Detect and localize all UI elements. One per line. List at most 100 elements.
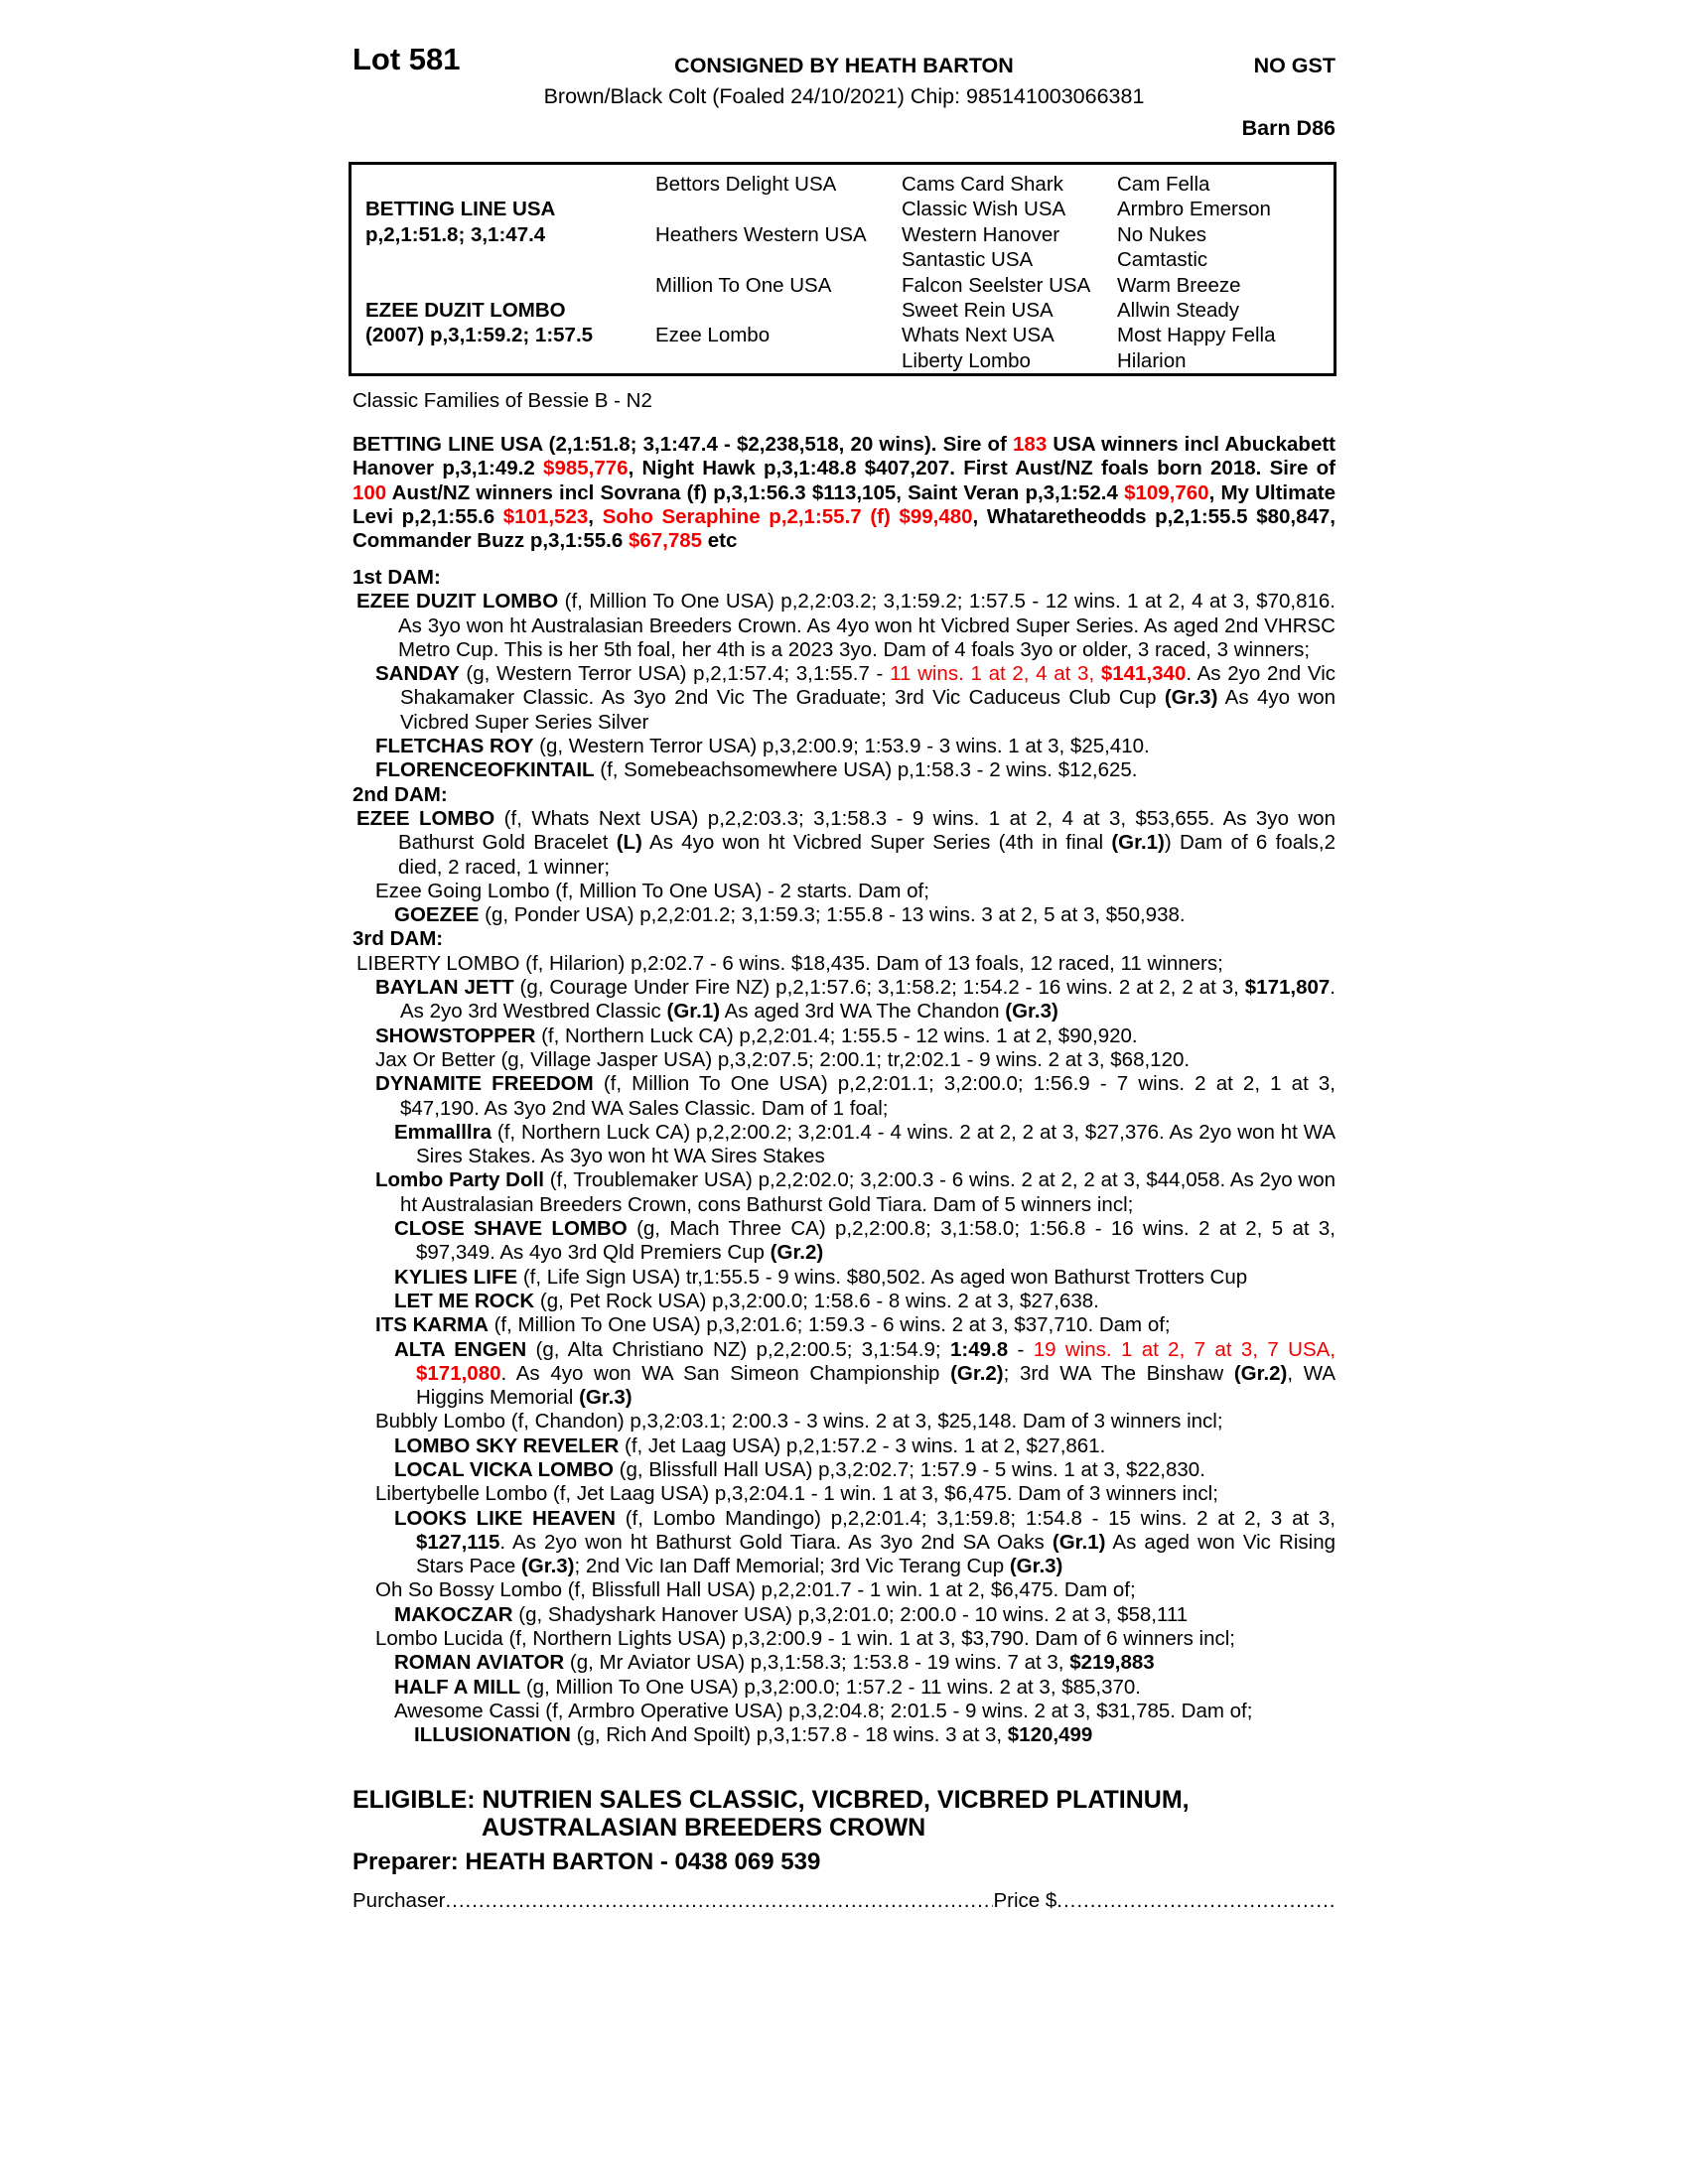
text-segment: (Gr.3): [1164, 686, 1218, 710]
dam-section-header: 2nd DAM:: [352, 783, 1336, 807]
pedigree-cell: Liberty Lombo: [902, 348, 1031, 372]
pedigree-cell: Whats Next USA: [902, 324, 1055, 347]
no-gst-label: NO GST: [1253, 54, 1336, 77]
sire-summary-paragraph: BETTING LINE USA (2,1:51.8; 3,1:47.4 - $…: [352, 433, 1336, 553]
text-segment: $985,776: [543, 457, 629, 480]
text-segment: FLORENCEOFKINTAIL: [375, 758, 595, 782]
text-segment: Soho Seraphine p,2,1:55.7 (f) $99,480: [602, 504, 973, 528]
text-segment: (f, Northern Luck CA) p,2,2:01.4; 1:55.5…: [535, 1024, 1138, 1047]
text-segment: 1:49.8: [949, 1337, 1009, 1361]
text-segment: USA winners incl Abuckabett Hanover p,3,…: [352, 433, 1336, 480]
pedigree-entry: ILLUSIONATION (g, Rich And Spoilt) p,3,1…: [352, 1723, 1336, 1747]
text-segment: LOCAL VICKA LOMBO: [394, 1457, 614, 1481]
pedigree-entry: LIBERTY LOMBO (f, Hilarion) p,2:02.7 - 6…: [352, 952, 1336, 976]
text-segment: (Gr.1): [666, 1000, 721, 1024]
text-segment: (f, Jet Laag USA) p,2,1:57.2 - 3 wins. 1…: [619, 1433, 1106, 1457]
text-segment: (g, Western Terror USA) p,3,2:00.9; 1:53…: [533, 735, 1150, 758]
text-segment: (Gr.3): [579, 1386, 633, 1410]
pedigree-entry: DYNAMITE FREEDOM (f, Million To One USA)…: [352, 1072, 1336, 1121]
text-segment: GOEZEE: [394, 903, 480, 927]
text-segment: $109,760: [1124, 480, 1209, 504]
text-segment: ,: [588, 504, 603, 528]
pedigree-entry: LET ME ROCK (g, Pet Rock USA) p,3,2:00.0…: [352, 1290, 1336, 1313]
text-segment: (f, Million To One USA) p,2,2:03.2; 3,1:…: [398, 590, 1336, 661]
pedigree-cell: Sweet Rein USA: [902, 298, 1054, 322]
pedigree-entry: KYLIES LIFE (f, Life Sign USA) tr,1:55.5…: [352, 1266, 1336, 1290]
horse-description: Brown/Black Colt (Foaled 24/10/2021) Chi…: [543, 84, 1145, 108]
text-segment: $141,340: [1100, 662, 1187, 686]
text-segment: (f, Million To One USA) p,2,2:01.1; 3,2:…: [400, 1072, 1336, 1120]
text-segment: SANDAY: [375, 662, 460, 686]
eligibility-line2: AUSTRALASIAN BREEDERS CROWN: [482, 1814, 926, 1842]
text-segment: (f, Northern Luck CA) p,2,2:00.2; 3,2:01…: [416, 1120, 1336, 1168]
dam-section-header: 3rd DAM:: [352, 927, 1336, 951]
pedigree-entry: MAKOCZAR (g, Shadyshark Hanover USA) p,3…: [352, 1603, 1336, 1627]
pedigree-entry: ROMAN AVIATOR (g, Mr Aviator USA) p,3,1:…: [352, 1651, 1336, 1675]
text-segment: . As 2yo 3rd Westbred Classic: [400, 976, 1336, 1024]
text-segment: (g, Rich And Spoilt) p,3,1:57.8 - 18 win…: [570, 1723, 1008, 1747]
pedigree-cell: BETTING LINE USA: [365, 198, 556, 221]
pedigree-cell: EZEE DUZIT LOMBO: [365, 298, 566, 322]
text-segment: (g, Mach Three CA) p,2,2:00.8; 3,1:58.0;…: [416, 1217, 1336, 1265]
text-segment: KYLIES LIFE: [394, 1265, 518, 1289]
pedigree-cell: [655, 348, 902, 373]
consignor-title: CONSIGNED BY HEATH BARTON: [674, 54, 1014, 77]
barn-label: Barn D86: [1241, 116, 1336, 140]
text-segment: As 4yo won Vicbred Super Series Silver: [400, 686, 1336, 734]
text-segment: (Gr.1): [1111, 831, 1165, 855]
text-segment: . As 2yo won ht Bathurst Gold Tiara. As …: [499, 1530, 1053, 1554]
pedigree-entry: Emmalllra (f, Northern Luck CA) p,2,2:00…: [352, 1121, 1336, 1169]
text-segment: $219,883: [1069, 1651, 1155, 1675]
pedigree-entry: FLORENCEOFKINTAIL (f, Somebeachsomewhere…: [352, 758, 1336, 782]
price-dotted-line: ........................................…: [1056, 1889, 1336, 1912]
pedigree-cell: [655, 247, 902, 272]
text-segment: EZEE DUZIT LOMBO: [356, 590, 559, 614]
pedigree-entry: LOMBO SKY REVELER (f, Jet Laag USA) p,2,…: [352, 1434, 1336, 1458]
pedigree-entry: ITS KARMA (f, Million To One USA) p,3,2:…: [352, 1313, 1336, 1337]
pedigree-cell: Falcon Seelster USA: [902, 273, 1091, 297]
pedigree-cell: Cam Fella: [1117, 173, 1210, 196]
pedigree-cell: p,2,1:51.8; 3,1:47.4: [365, 222, 546, 246]
pedigree-entry: EZEE LOMBO (f, Whats Next USA) p,2,2:03.…: [352, 807, 1336, 880]
text-segment: (g, Alta Christiano NZ) p,2,2:00.5; 3,1:…: [526, 1337, 950, 1361]
pedigree-cell: [365, 247, 655, 272]
text-segment: , WA Higgins Memorial: [416, 1361, 1336, 1410]
pedigree-cell: Most Happy Fella: [1117, 324, 1276, 347]
text-segment: , Whataretheodds p,2,1:55.5 $80,847, Com…: [352, 504, 1336, 553]
text-segment: (f, Lombo Mandingo) p,2,2:01.4; 3,1:59.8…: [615, 1506, 1336, 1530]
text-segment: $171,807: [1244, 976, 1331, 1000]
text-segment: LIBERTY LOMBO (f, Hilarion) p,2:02.7 - 6…: [356, 951, 1223, 975]
text-segment: (g, Mr Aviator USA) p,3,1:58.3; 1:53.8 -…: [564, 1651, 1070, 1675]
pedigree-cell: Allwin Steady: [1117, 298, 1240, 322]
pedigree-entry: Bubbly Lombo (f, Chandon) p,3,2:03.1; 2:…: [352, 1410, 1336, 1433]
text-segment: Lombo Party Doll: [375, 1168, 544, 1192]
pedigree-entry: SHOWSTOPPER (f, Northern Luck CA) p,2,2:…: [352, 1024, 1336, 1048]
pedigree-cell: [655, 197, 902, 221]
pedigree-cell: Million To One USA: [655, 273, 832, 297]
text-segment: Libertybelle Lombo (f, Jet Laag USA) p,3…: [375, 1482, 1218, 1506]
text-segment: -: [1008, 1337, 1034, 1361]
text-segment: HALF A MILL: [394, 1675, 521, 1699]
text-segment: $101,523: [502, 504, 589, 528]
pedigree-cell: Santastic USA: [902, 248, 1034, 272]
text-segment: 3rd DAM:: [352, 927, 444, 951]
text-segment: LOOKS LIKE HEAVEN: [394, 1506, 616, 1530]
purchaser-price-line: Purchaser...............................…: [352, 1889, 1336, 1913]
text-segment: (g, Pet Rock USA) p,3,2:00.0; 1:58.6 - 8…: [534, 1289, 1099, 1312]
text-segment: Jax Or Better (g, Village Jasper USA) p,…: [375, 1047, 1191, 1071]
text-segment: MAKOCZAR: [394, 1602, 513, 1626]
pedigree-entry: CLOSE SHAVE LOMBO (g, Mach Three CA) p,2…: [352, 1217, 1336, 1266]
text-segment: (f, Somebeachsomewhere USA) p,1:58.3 - 2…: [594, 758, 1138, 782]
text-segment: Ezee Going Lombo (f, Million To One USA)…: [375, 879, 929, 902]
purchaser-label: Purchaser: [352, 1889, 446, 1912]
text-segment: $67,785: [628, 529, 703, 553]
pedigree-entry: EZEE DUZIT LOMBO (f, Million To One USA)…: [352, 590, 1336, 662]
text-segment: DYNAMITE FREEDOM: [375, 1072, 594, 1096]
text-segment: Aust/NZ winners incl Sovrana (f) p,3,1:5…: [386, 480, 1125, 504]
preparer-line: Preparer: HEATH BARTON - 0438 069 539: [352, 1848, 821, 1875]
text-segment: (Gr.3): [1009, 1555, 1063, 1578]
text-segment: 11 wins. 1 at 2, 4 at 3,: [890, 662, 1101, 686]
dam-family-entries: 1st DAM: EZEE DUZIT LOMBO (f, Million To …: [352, 566, 1336, 1748]
eligibility-block: ELIGIBLE: NUTRIEN SALES CLASSIC, VICBRED…: [352, 1786, 1190, 1842]
price-label: Price $: [993, 1889, 1057, 1912]
